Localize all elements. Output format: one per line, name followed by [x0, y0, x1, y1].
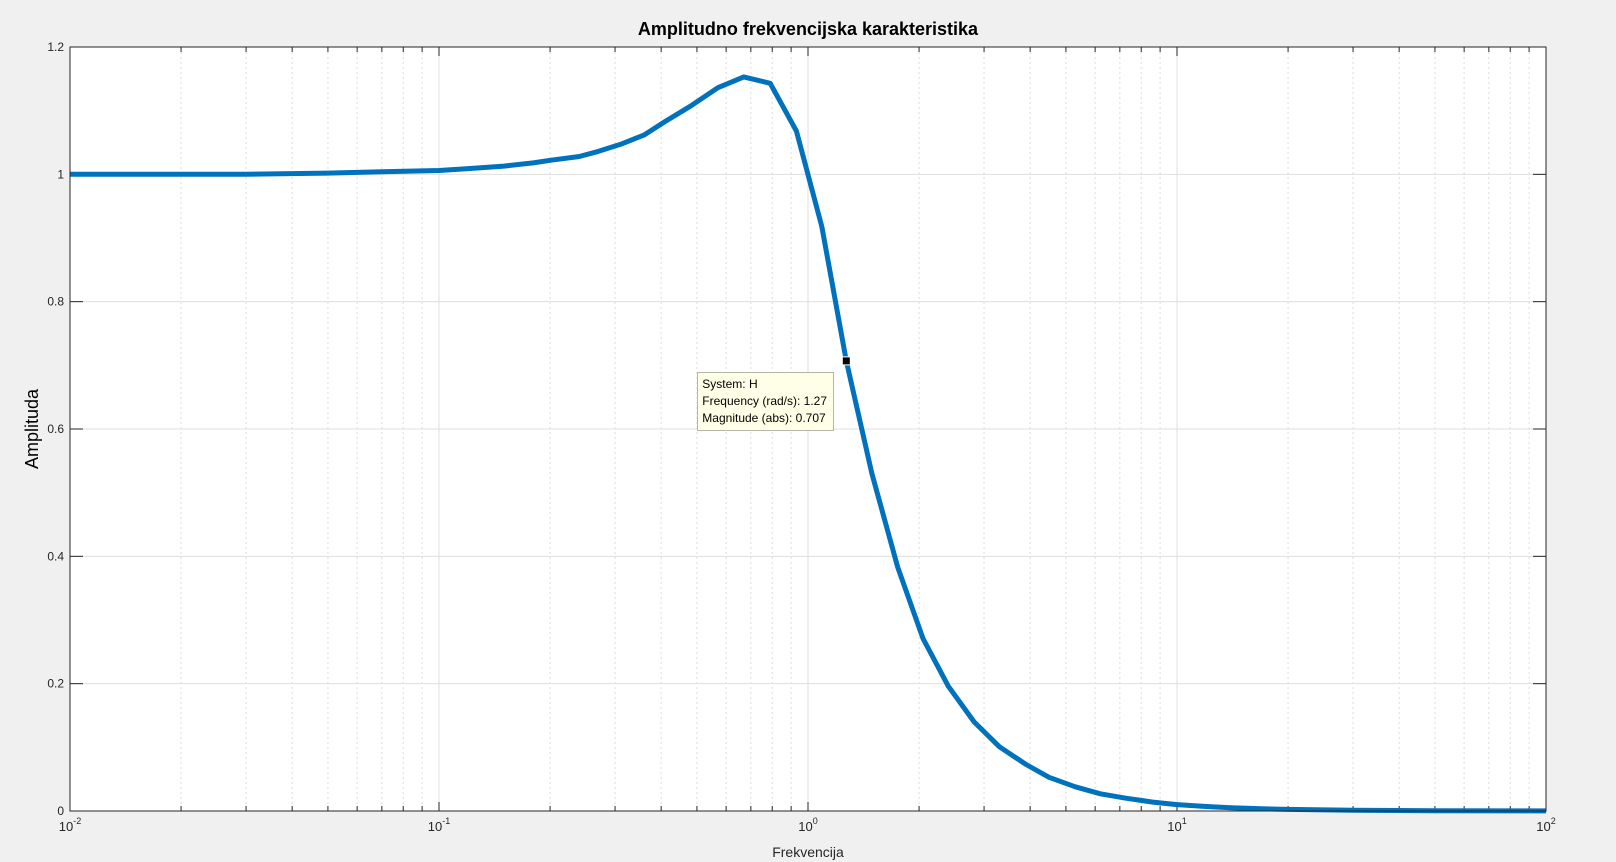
- axes-box: [69, 46, 1547, 812]
- chart-title: Amplitudno frekvencijska karakteristika: [638, 19, 979, 39]
- datatip-frequency: Frequency (rad/s): 1.27: [702, 393, 828, 408]
- x-axis-label: Frekvencija: [772, 844, 844, 860]
- y-axis-label: Amplituda: [22, 388, 42, 469]
- y-tick-label: 1.2: [47, 40, 64, 54]
- y-tick-labels: 0 0.2 0.4 0.6 0.8 1 1.2: [47, 40, 64, 818]
- x-tick-label: 10-1: [428, 816, 450, 834]
- datatip-system: System: H: [702, 376, 758, 391]
- y-tick-label: 0.6: [47, 422, 64, 436]
- x-tick-label: 102: [1536, 816, 1555, 834]
- x-tick-labels: 10-2 10-1 100 101 102: [59, 816, 1556, 834]
- y-tick-label: 0.4: [47, 549, 64, 563]
- datatip-box[interactable]: System: H Frequency (rad/s): 1.27 Magnit…: [697, 371, 835, 431]
- y-tick-label: 0.8: [47, 295, 64, 309]
- y-tick-label: 0.2: [47, 677, 64, 691]
- y-tick-label: 0: [57, 804, 64, 818]
- magnitude-series-line[interactable]: [70, 74, 1547, 814]
- datatip-marker[interactable]: [841, 356, 851, 366]
- datatip-magnitude: Magnitude (abs): 0.707: [702, 410, 826, 425]
- y-tick-label: 1: [57, 167, 64, 181]
- x-tick-label: 100: [798, 816, 817, 834]
- x-tick-label: 10-2: [59, 816, 81, 834]
- x-tick-label: 101: [1167, 816, 1186, 834]
